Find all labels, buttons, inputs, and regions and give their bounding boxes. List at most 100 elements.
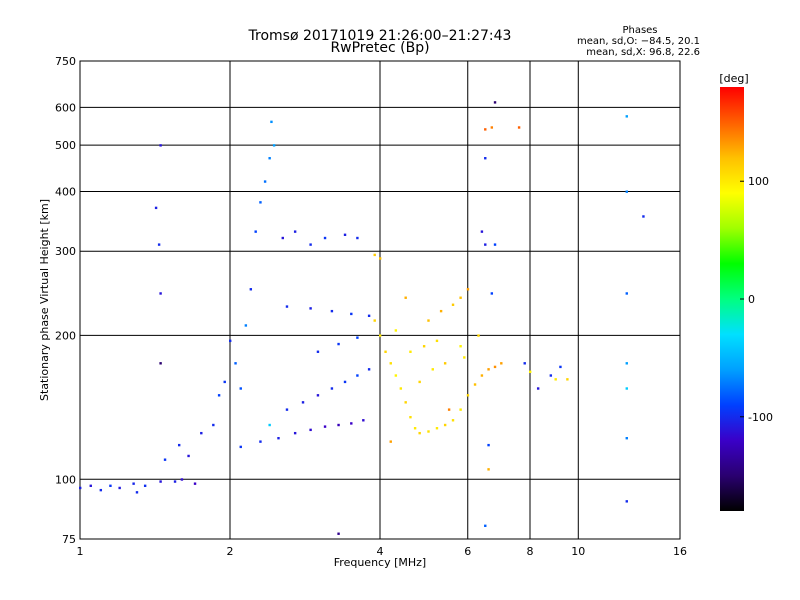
colorbar-tick-label: -100: [748, 411, 773, 424]
data-point: [394, 374, 398, 377]
data-point: [270, 120, 273, 124]
data-point: [466, 288, 470, 291]
data-point: [625, 115, 628, 118]
data-point: [79, 486, 82, 490]
data-point: [268, 423, 271, 427]
data-point: [484, 157, 487, 160]
data-point: [277, 436, 280, 440]
data-point: [323, 236, 327, 240]
data-point: [316, 350, 320, 353]
data-point: [239, 445, 242, 449]
data-point: [159, 292, 162, 295]
data-point: [350, 312, 353, 316]
data-point: [642, 215, 645, 218]
data-point: [249, 288, 253, 291]
data-point: [451, 419, 455, 422]
data-point: [625, 436, 628, 440]
data-points: [79, 101, 645, 535]
data-point: [487, 468, 490, 471]
data-point: [330, 387, 334, 390]
data-point: [263, 180, 267, 183]
data-point: [109, 484, 112, 488]
y-tick-label: 75: [62, 533, 76, 546]
data-point: [625, 387, 628, 390]
data-point: [132, 482, 135, 485]
data-point: [254, 230, 257, 233]
data-point: [259, 440, 262, 443]
data-point: [480, 374, 484, 377]
data-point: [431, 368, 434, 371]
data-point: [293, 230, 297, 233]
data-point: [187, 454, 190, 458]
data-point: [159, 480, 162, 483]
data-point: [427, 430, 430, 433]
data-point: [413, 427, 417, 430]
data-point: [427, 319, 430, 322]
data-point: [451, 303, 455, 306]
data-point: [268, 157, 271, 160]
data-point: [362, 419, 365, 422]
data-point: [517, 126, 521, 129]
data-point: [480, 230, 484, 233]
data-point: [404, 401, 407, 404]
data-point: [118, 486, 121, 490]
data-point: [316, 394, 320, 397]
data-point: [566, 378, 569, 381]
data-point: [463, 356, 466, 359]
data-point: [523, 362, 526, 365]
data-point: [259, 201, 262, 204]
data-point: [500, 362, 503, 365]
data-point: [301, 401, 305, 404]
data-point: [409, 350, 412, 353]
data-point: [389, 362, 392, 365]
data-point: [309, 307, 312, 310]
data-point: [244, 324, 248, 327]
colorbar-ticks: 100 0 -100: [740, 175, 773, 424]
data-point: [343, 380, 347, 384]
data-point: [173, 480, 177, 483]
data-point: [443, 362, 447, 365]
x-tick-label: 2: [227, 545, 234, 558]
grid-lines: [80, 61, 680, 539]
y-tick-label: 100: [55, 473, 76, 486]
data-point: [625, 362, 628, 365]
data-point: [159, 362, 162, 365]
data-point: [554, 378, 557, 381]
data-point: [418, 431, 421, 435]
data-point: [459, 345, 462, 348]
data-point: [487, 443, 490, 447]
colorbar-tick-label: 0: [748, 293, 755, 306]
x-axis-label: Frequency [MHz]: [334, 556, 426, 569]
data-point: [200, 431, 203, 435]
data-point: [477, 334, 480, 337]
colorbar-tick-label: 100: [748, 175, 769, 188]
data-point: [154, 206, 158, 210]
x-tick-label: 8: [527, 545, 534, 558]
data-point: [285, 408, 289, 411]
data-point: [435, 339, 439, 343]
data-point: [177, 443, 181, 447]
y-tick-label: 500: [55, 139, 76, 152]
data-point: [367, 368, 371, 371]
data-point: [443, 423, 447, 427]
data-point: [439, 309, 443, 313]
x-tick-label: 4: [377, 545, 384, 558]
data-point: [89, 484, 92, 488]
axis-ticks: 1 2 4 6 8 10 16 75 100 200 300 400 500 600 750: [55, 55, 687, 558]
phases-line-x: mean, sd,X: 96.8, 22.6: [586, 47, 700, 58]
data-point: [459, 296, 462, 299]
data-point: [159, 144, 162, 147]
data-point: [285, 305, 289, 308]
data-point: [493, 365, 497, 369]
data-point: [625, 292, 628, 295]
chart-title: Tromsø 20171019 21:26:00–21:27:43: [248, 28, 512, 44]
data-point: [404, 296, 407, 299]
data-point: [394, 329, 398, 332]
data-point: [337, 342, 340, 346]
data-point: [490, 292, 494, 295]
data-point: [493, 243, 497, 246]
data-point: [143, 484, 147, 488]
data-point: [466, 394, 470, 397]
data-point: [350, 422, 353, 425]
